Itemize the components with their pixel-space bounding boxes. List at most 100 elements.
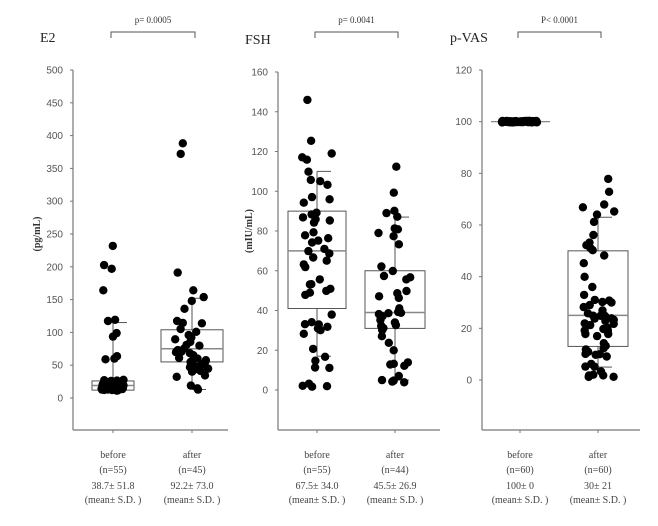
group-n: (n=55) — [303, 465, 330, 476]
p-value-label: P< 0.0001 — [541, 15, 578, 25]
group-mean-sd-caption: (mean± S.D. ) — [289, 495, 346, 506]
data-point — [389, 359, 398, 368]
data-point — [192, 327, 201, 336]
y-tick-label: 400 — [46, 131, 63, 142]
data-point — [172, 372, 181, 381]
y-tick-label: 20 — [461, 324, 473, 335]
data-point — [592, 331, 602, 341]
y-tick-label: 0 — [466, 376, 472, 387]
data-point — [327, 149, 336, 158]
data-point — [307, 238, 317, 247]
data-point — [378, 325, 387, 335]
group-mean-sd: 45.5± 26.9 — [374, 481, 417, 492]
group-label: after — [589, 450, 608, 461]
data-point — [193, 385, 203, 394]
box-iqr — [567, 250, 629, 347]
group-mean-sd-caption: (mean± S.D. ) — [367, 495, 424, 506]
data-point — [195, 341, 204, 350]
data-point — [581, 362, 590, 371]
data-point — [107, 264, 116, 273]
data-point — [97, 385, 107, 394]
data-point — [388, 266, 397, 276]
data-point — [609, 319, 618, 329]
box-iqr — [287, 210, 347, 310]
data-point — [394, 293, 403, 303]
group-n: (n=44) — [381, 465, 408, 476]
y-tick-label: 140 — [251, 107, 268, 118]
data-point — [396, 308, 406, 317]
y-tick-label: 160 — [251, 68, 268, 79]
significance-bracket — [314, 31, 399, 38]
data-point — [325, 195, 334, 204]
data-point — [176, 324, 185, 334]
data-point — [327, 310, 336, 319]
y-tick-label: 120 — [251, 147, 268, 158]
data-point — [598, 297, 607, 307]
data-point — [510, 117, 519, 127]
data-point — [581, 349, 590, 359]
data-point — [604, 329, 613, 339]
data-point — [592, 210, 602, 219]
data-point — [302, 155, 312, 164]
group-label: before — [507, 450, 533, 461]
data-point — [599, 371, 608, 380]
data-point — [322, 382, 332, 391]
y-tick-label: 150 — [46, 295, 63, 306]
data-point — [595, 350, 604, 359]
data-point — [203, 364, 213, 373]
data-point — [173, 268, 182, 277]
data-point — [325, 249, 334, 258]
data-point — [174, 353, 184, 363]
data-point — [389, 232, 398, 241]
data-point — [374, 292, 384, 301]
data-point — [581, 329, 590, 339]
data-point — [604, 174, 613, 184]
data-point — [307, 192, 317, 202]
data-point — [400, 378, 409, 387]
data-point — [187, 367, 197, 376]
group-mean-sd: 92.2± 73.0 — [171, 481, 214, 492]
y-tick-label: 60 — [461, 221, 473, 232]
data-point — [590, 362, 599, 371]
data-point — [377, 262, 386, 271]
data-point — [316, 326, 325, 335]
group-mean-sd: 30± 21 — [584, 481, 612, 492]
p-value-label: p= 0.0041 — [338, 15, 375, 25]
data-point — [306, 175, 315, 185]
data-point — [307, 382, 317, 391]
y-tick-label: 300 — [46, 197, 63, 208]
y-tick-label: 450 — [46, 98, 63, 109]
data-point — [298, 213, 308, 222]
data-point — [322, 256, 331, 265]
data-point — [108, 241, 118, 251]
group-n: (n=60) — [506, 465, 533, 476]
data-point — [197, 319, 207, 328]
y-tick-label: 20 — [257, 346, 269, 357]
data-point — [325, 216, 334, 225]
significance-bracket — [110, 31, 196, 38]
data-point — [304, 167, 313, 176]
group-mean-sd: 38.7± 51.8 — [92, 481, 135, 492]
y-tick-label: 50 — [52, 361, 64, 372]
data-point — [377, 332, 387, 341]
group-mean-sd: 67.5± 34.0 — [296, 481, 339, 492]
group-mean-sd-caption: (mean± S.D. ) — [492, 495, 549, 506]
y-tick-label: 0 — [57, 394, 63, 405]
data-point — [308, 344, 318, 354]
data-point — [315, 275, 324, 284]
data-point — [199, 292, 208, 302]
p-value-label: p= 0.0005 — [135, 15, 172, 25]
data-point — [309, 253, 318, 262]
data-point — [99, 260, 109, 270]
data-point — [518, 117, 527, 126]
data-point — [394, 240, 404, 249]
y-tick-label: 100 — [46, 328, 63, 339]
data-point — [323, 180, 332, 189]
data-point — [309, 218, 319, 227]
y-tick-label: 120 — [455, 66, 472, 77]
data-point — [525, 117, 534, 126]
group-mean-sd: 100± 0 — [506, 481, 534, 492]
panel-title: E2 — [40, 31, 56, 46]
data-point — [609, 372, 618, 381]
